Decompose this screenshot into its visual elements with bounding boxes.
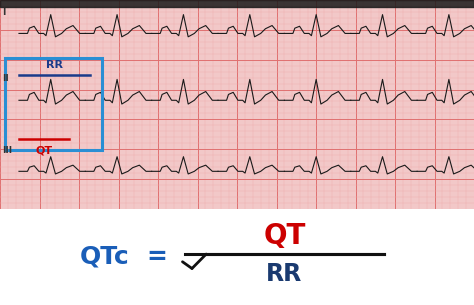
Text: RR: RR: [266, 262, 302, 286]
Text: QT: QT: [263, 222, 306, 250]
Text: QTc: QTc: [80, 245, 129, 269]
Text: I: I: [2, 8, 6, 17]
Text: III: III: [2, 145, 12, 155]
Text: =: =: [146, 245, 167, 269]
Bar: [0, 0, 474, 7]
Text: II: II: [2, 74, 9, 84]
Text: RR: RR: [46, 60, 63, 70]
Text: QT: QT: [35, 145, 53, 155]
Bar: [5, 59, 102, 150]
